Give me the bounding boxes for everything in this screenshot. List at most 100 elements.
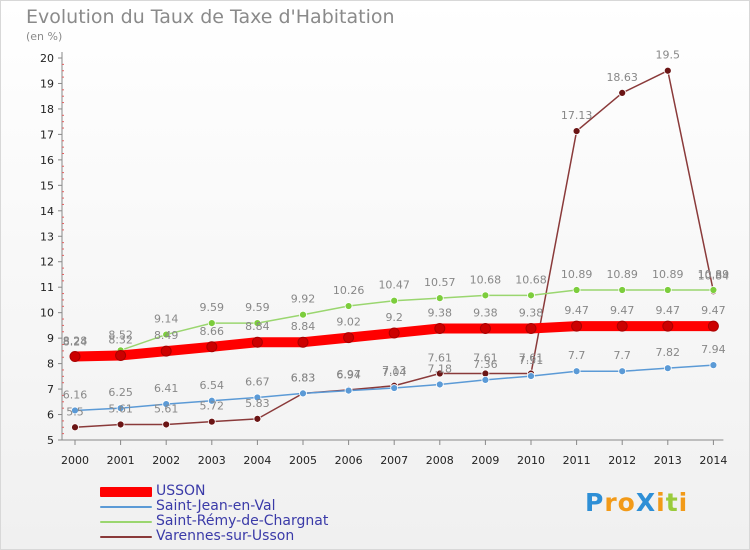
y-tick-label: 19	[40, 77, 54, 90]
x-tick-label: 2004	[243, 454, 271, 467]
data-label-saint-jean-en-val: 7.94	[701, 343, 726, 356]
data-label-saint-jean-en-val: 6.41	[154, 382, 179, 395]
data-point-usson	[525, 322, 537, 334]
x-tick-label: 2012	[608, 454, 636, 467]
data-label-saint-remy-de-chargnat: 10.26	[333, 284, 365, 297]
legend-label: Saint-Rémy-de-Chargnat	[156, 513, 329, 529]
chart-ticks: 5 6 7 8 9 10 11 12 13 14 15 16 17 18 19 20 2000 2001 2002 2…	[40, 52, 727, 467]
logo-letter: X	[635, 488, 657, 517]
y-tick-label: 9	[47, 332, 54, 345]
data-label-saint-remy-de-chargnat: 10.89	[652, 268, 684, 281]
x-tick-label: 2000	[61, 454, 89, 467]
x-tick-label: 2011	[563, 454, 591, 467]
data-point-usson	[69, 350, 81, 362]
chart-axes	[61, 52, 724, 441]
data-point-usson	[251, 336, 263, 348]
data-point-saint-remy-de-chargnat	[207, 319, 216, 328]
data-label-varennes-sur-usson: 7.61	[473, 352, 498, 365]
data-label-saint-jean-en-val: 7.36	[473, 358, 498, 371]
data-point-usson	[206, 341, 218, 353]
data-label-usson: 8.84	[291, 320, 316, 333]
x-tick-label: 2014	[699, 454, 727, 467]
data-point-usson	[616, 320, 628, 332]
data-label-saint-jean-en-val: 6.67	[245, 375, 270, 388]
logo-letter: i	[656, 488, 666, 517]
data-point-usson	[662, 320, 674, 332]
data-label-saint-remy-de-chargnat: 9.14	[154, 313, 179, 326]
data-point-usson	[707, 320, 719, 332]
data-label-usson: 9.2	[385, 311, 403, 324]
data-label-saint-jean-en-val: 7.51	[519, 354, 544, 367]
logo-letter: i	[678, 488, 689, 517]
data-label-varennes-sur-usson: 18.63	[606, 71, 638, 84]
data-point-saint-remy-de-chargnat	[709, 286, 718, 294]
y-tick-label: 6	[47, 409, 54, 422]
y-tick-label: 13	[40, 230, 54, 243]
data-point-varennes-sur-usson	[162, 420, 171, 429]
data-point-varennes-sur-usson	[253, 414, 262, 423]
x-tick-label: 2010	[517, 454, 545, 467]
y-tick-label: 10	[40, 307, 54, 320]
data-label-saint-remy-de-chargnat: 10.89	[698, 268, 730, 281]
data-point-saint-jean-en-val	[527, 372, 535, 380]
data-label-varennes-sur-usson: 7.61	[519, 352, 544, 365]
data-point-saint-remy-de-chargnat	[344, 302, 353, 310]
data-label-usson: 9.02	[336, 316, 361, 329]
data-label-saint-jean-en-val: 7.7	[613, 349, 631, 362]
y-tick-label: 20	[40, 52, 54, 65]
data-point-saint-remy-de-chargnat	[527, 291, 535, 300]
data-label-usson: 8.32	[108, 333, 133, 346]
data-label-saint-remy-de-chargnat: 10.57	[424, 276, 456, 289]
data-label-saint-jean-en-val: 6.25	[108, 386, 133, 399]
x-tick-label: 2009	[471, 454, 499, 467]
data-point-saint-jean-en-val	[390, 384, 399, 392]
x-tick-label: 2005	[289, 454, 317, 467]
data-label-saint-jean-en-val: 7.7	[568, 349, 586, 362]
data-point-usson	[115, 349, 127, 361]
data-label-varennes-sur-usson: 7.61	[428, 352, 453, 365]
chart-data-labels: 8.28 8.32 8.49 8.66 8.84 8.84 9.02 9.2 9.38 9.38 9…	[63, 49, 729, 419]
chart-title: Evolution du Taux de Taxe d'Habitation	[26, 6, 395, 28]
data-label-varennes-sur-usson: 5.72	[200, 400, 225, 413]
x-tick-label: 2007	[380, 454, 408, 467]
data-label-usson: 9.47	[701, 304, 726, 317]
logo-letter: o	[617, 488, 636, 517]
proxiti-logo: ProXiti	[585, 488, 688, 517]
data-label-varennes-sur-usson: 5.61	[108, 402, 133, 415]
data-label-saint-jean-en-val: 6.94	[336, 369, 361, 382]
data-point-saint-jean-en-val	[71, 406, 79, 415]
legend-swatch	[100, 536, 152, 538]
data-label-usson: 8.66	[200, 325, 225, 338]
legend-label: Saint-Jean-en-Val	[156, 498, 276, 514]
data-point-varennes-sur-usson	[618, 88, 627, 97]
legend-label: Varennes-sur-Usson	[156, 528, 295, 544]
data-point-saint-remy-de-chargnat	[481, 291, 490, 300]
data-label-usson: 8.28	[63, 334, 88, 347]
data-point-varennes-sur-usson	[207, 417, 216, 426]
y-tick-label: 11	[40, 281, 54, 294]
y-tick-label: 5	[47, 434, 54, 447]
y-tick-label: 17	[40, 128, 54, 141]
data-label-saint-remy-de-chargnat: 10.89	[561, 268, 593, 281]
data-label-usson: 9.38	[428, 306, 453, 319]
data-label-saint-remy-de-chargnat: 9.59	[245, 301, 270, 314]
data-label-usson: 9.47	[656, 304, 681, 317]
data-label-saint-remy-de-chargnat: 10.89	[606, 268, 638, 281]
legend-label: USSON	[156, 483, 206, 499]
data-point-saint-remy-de-chargnat	[390, 296, 399, 305]
data-label-varennes-sur-usson: 6.97	[336, 368, 361, 381]
y-tick-label: 8	[47, 358, 54, 371]
data-point-saint-jean-en-val	[344, 386, 353, 395]
data-label-usson: 9.38	[473, 306, 498, 319]
data-point-saint-jean-en-val	[435, 380, 444, 389]
data-point-saint-jean-en-val	[481, 375, 490, 384]
legend-swatch	[100, 521, 152, 523]
data-point-saint-remy-de-chargnat	[618, 286, 627, 294]
data-label-usson: 8.84	[245, 320, 270, 333]
data-point-usson	[160, 345, 172, 357]
data-point-usson	[388, 327, 400, 339]
y-tick-label: 16	[40, 154, 54, 167]
unit-label: (en %)	[26, 30, 63, 43]
data-label-saint-remy-de-chargnat: 10.68	[515, 273, 547, 286]
data-point-saint-remy-de-chargnat	[299, 310, 307, 319]
